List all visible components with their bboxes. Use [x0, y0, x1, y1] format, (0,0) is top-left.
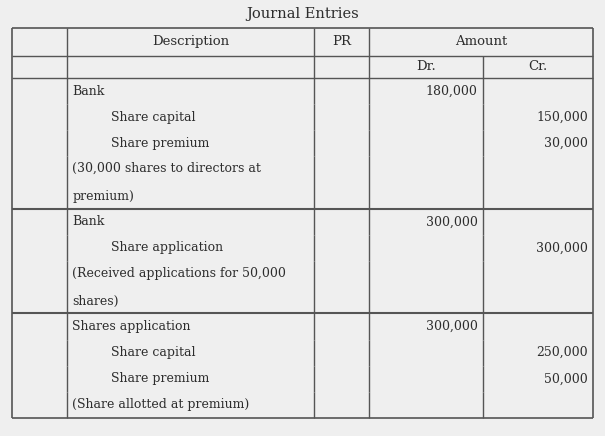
Text: Journal Entries: Journal Entries [246, 7, 359, 21]
Text: Cr.: Cr. [528, 61, 548, 74]
Text: Amount: Amount [455, 35, 507, 48]
Text: premium): premium) [72, 190, 134, 203]
Text: 180,000: 180,000 [426, 85, 477, 98]
Text: Share premium: Share premium [95, 372, 209, 385]
Text: Bank: Bank [72, 215, 105, 228]
Text: 30,000: 30,000 [544, 137, 588, 150]
Bar [12, 56, 593, 78]
Text: 300,000: 300,000 [536, 242, 588, 255]
Text: 150,000: 150,000 [536, 111, 588, 124]
Text: PR: PR [332, 35, 352, 48]
Bar [12, 28, 593, 418]
Text: 250,000: 250,000 [537, 346, 588, 359]
Text: Dr.: Dr. [416, 61, 436, 74]
Text: Shares application: Shares application [72, 320, 191, 333]
Text: 300,000: 300,000 [426, 215, 477, 228]
Text: Bank: Bank [72, 85, 105, 98]
Text: Share capital: Share capital [95, 111, 195, 124]
Text: Share capital: Share capital [95, 346, 195, 359]
Text: shares): shares) [72, 295, 119, 308]
Text: (Received applications for 50,000: (Received applications for 50,000 [72, 266, 286, 279]
Text: 300,000: 300,000 [426, 320, 477, 333]
Text: Share application: Share application [95, 242, 223, 255]
Text: 50,000: 50,000 [544, 372, 588, 385]
Text: (Share allotted at premium): (Share allotted at premium) [72, 399, 249, 412]
Text: Share premium: Share premium [95, 137, 209, 150]
Text: (30,000 shares to directors at: (30,000 shares to directors at [72, 162, 261, 175]
Bar [12, 28, 593, 56]
Text: Description: Description [152, 35, 229, 48]
